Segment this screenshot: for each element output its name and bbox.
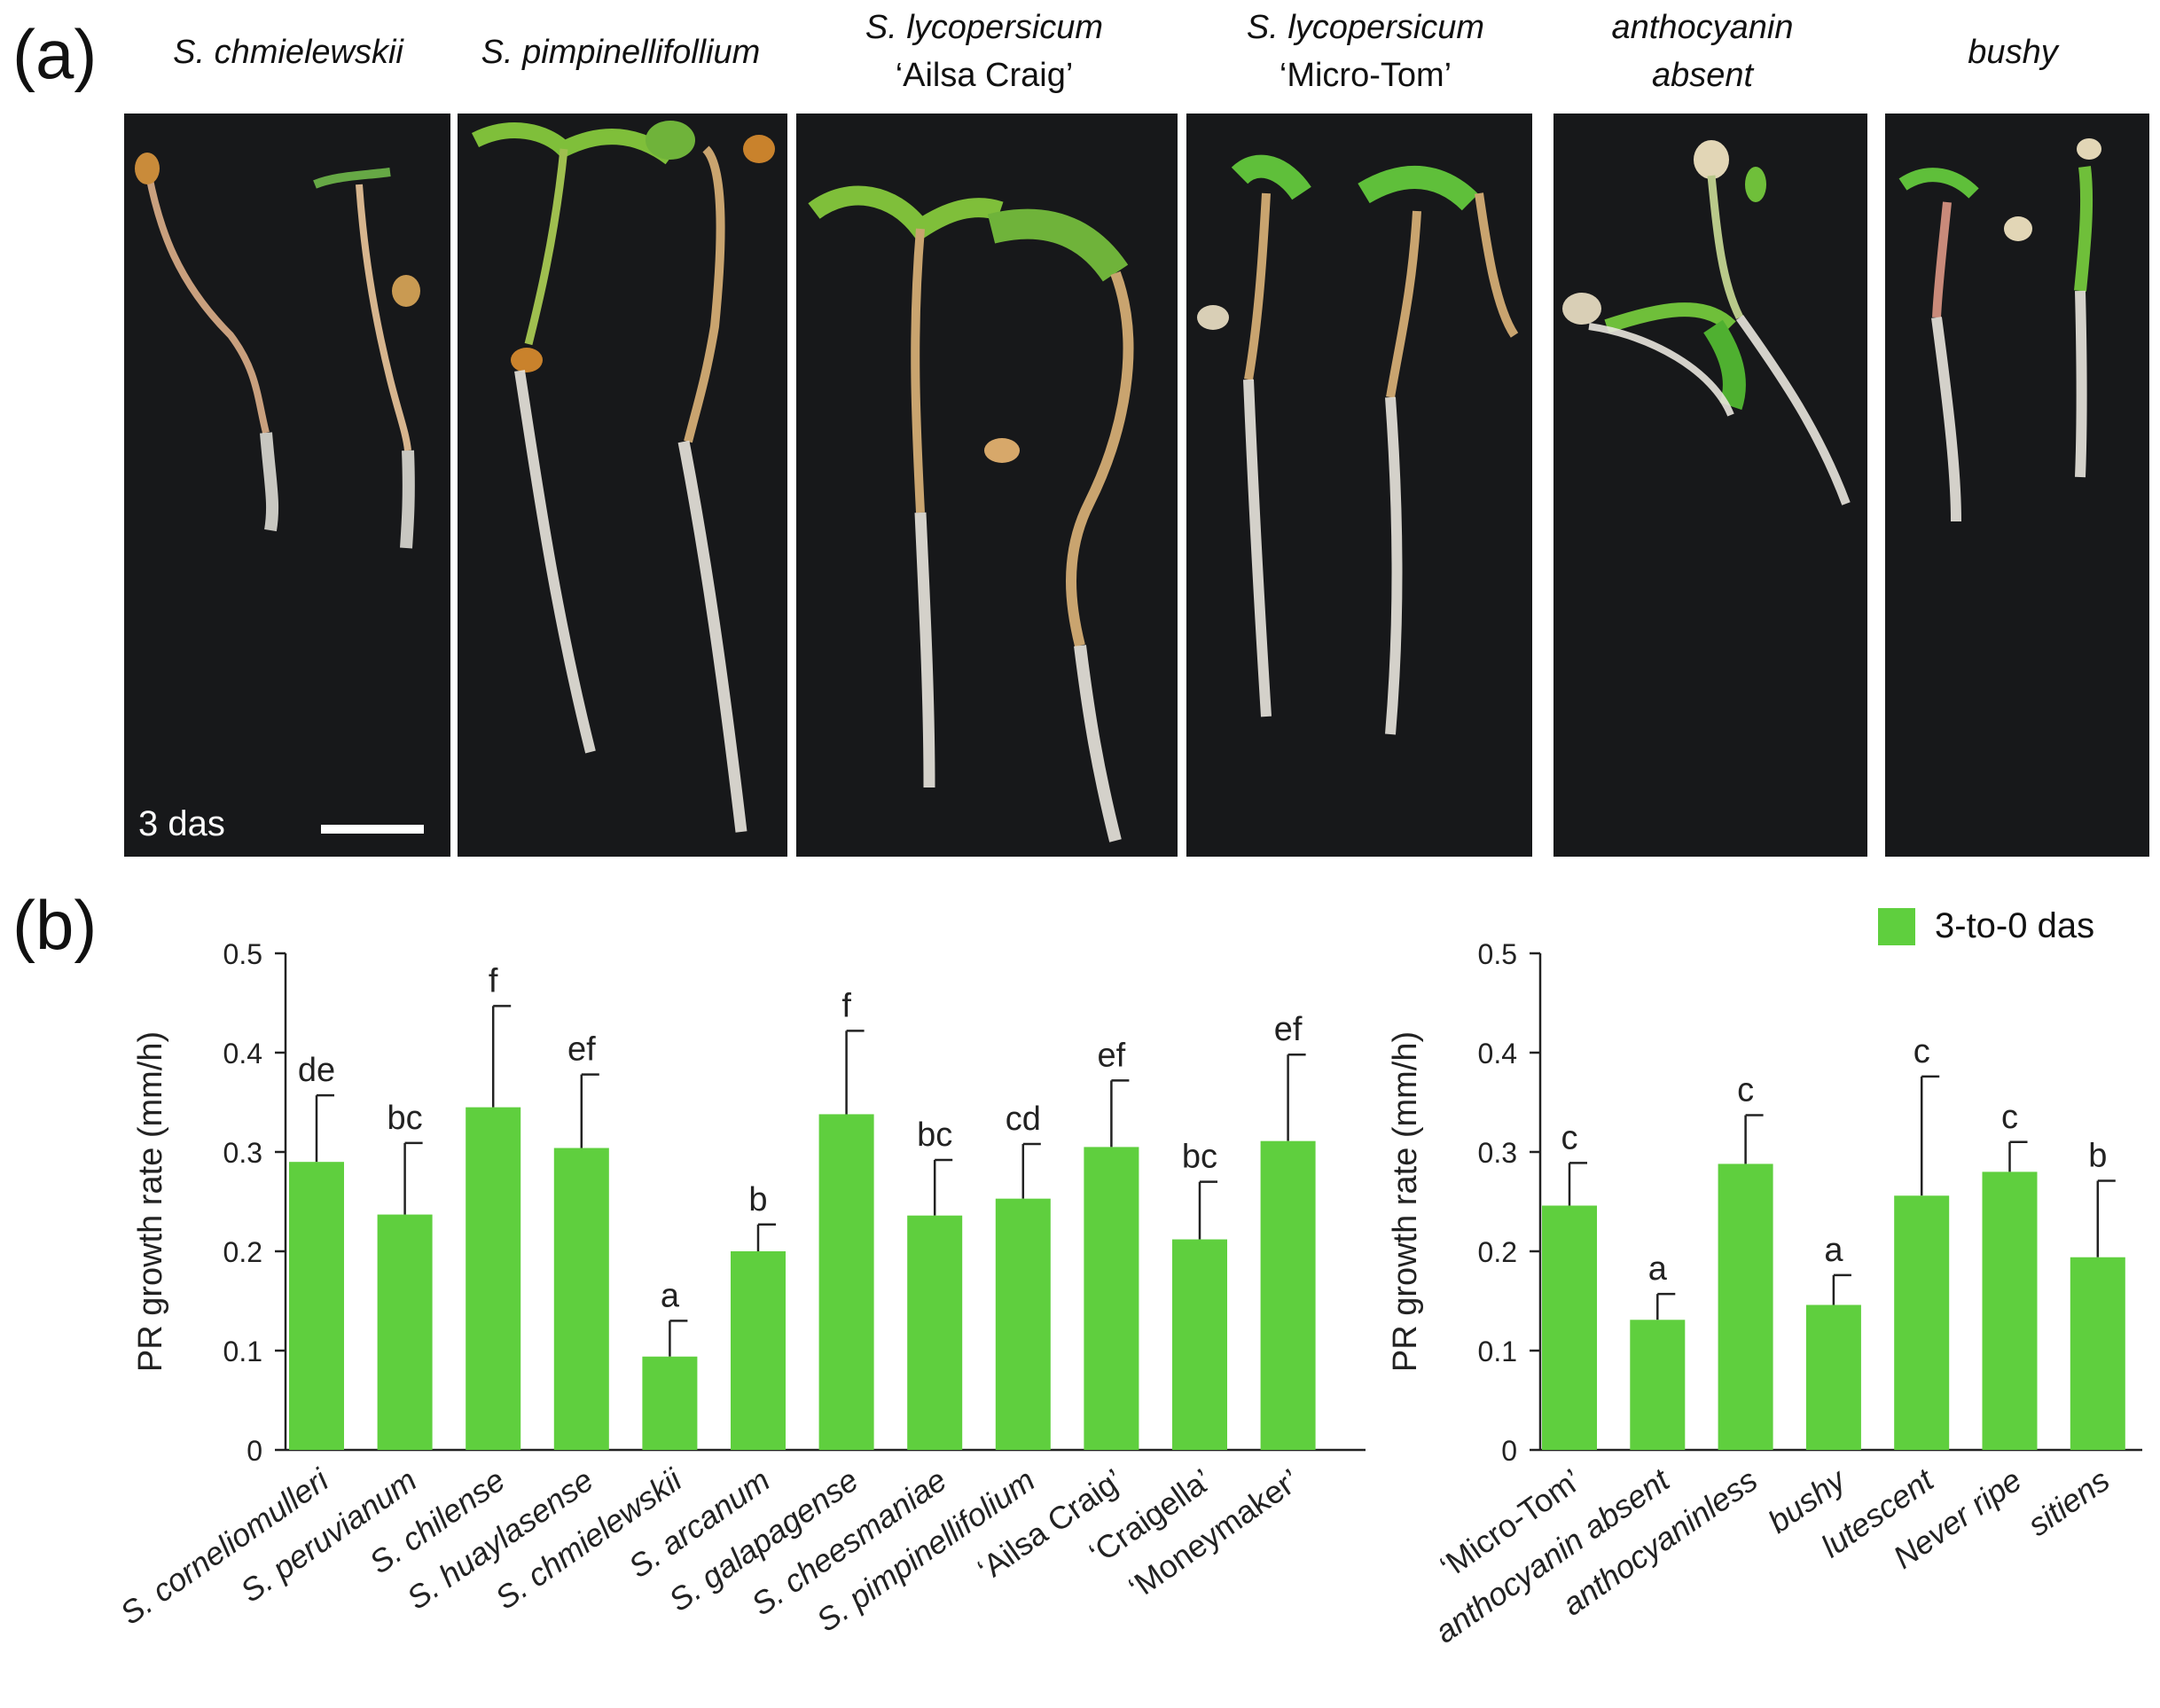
x-tick-label: sitiens [2021,1461,2116,1543]
photo-anthocyanin-absent [1553,114,1867,857]
seedling-image [471,121,775,833]
y-tick-label: 0.5 [1478,938,1517,970]
legend-label: 3-to-0 das [1935,906,2095,945]
photo-title-anthocyanin-absent: anthocyanin absent [1611,9,1794,94]
bar [995,1198,1051,1450]
y-axis-label: PR growth rate (mm/h) [132,1031,169,1372]
significance-letter: ef [1098,1037,1126,1074]
bar [907,1215,963,1450]
significance-letter: de [298,1052,335,1089]
y-tick-label: 0.4 [1478,1038,1517,1069]
bar [466,1107,521,1450]
bar [731,1251,786,1450]
photo-s-pimpinellifollium [458,114,787,857]
photo-title-bushy: bushy [1968,34,2058,71]
significance-letter: bc [1182,1139,1217,1176]
seedling-image [1562,140,1851,505]
y-tick-label: 0.3 [223,1137,262,1169]
days-label: 3 das [138,804,225,843]
significance-letter: c [1913,1033,1930,1070]
y-axis-label: PR growth rate (mm/h) [1387,1031,1424,1372]
y-tick-label: 0 [247,1435,262,1467]
significance-letter: f [841,987,851,1024]
y-tick-label: 0.2 [223,1236,262,1268]
photo-title-ailsa-craig: S. lycopersicum ‘Ailsa Craig’ [865,9,1104,94]
bar [2070,1257,2125,1450]
panel-a-label: (a) [12,15,98,93]
seedling-image [808,185,1134,842]
chart-legend: 3-to-0 das [1878,906,2094,946]
bar [642,1356,698,1450]
significance-letter: a [661,1277,680,1314]
bar [377,1214,433,1450]
significance-letter: ef [1274,1011,1303,1048]
y-tick-label: 0.2 [1478,1236,1517,1268]
bar [1084,1147,1139,1450]
photo-title-micro-tom: S. lycopersicum ‘Micro-Tom’ [1246,9,1485,94]
bar [1982,1171,2038,1450]
significance-letter: bc [387,1100,423,1137]
photo-s-chmielewskii: 3 das [124,114,450,857]
bar [289,1162,344,1450]
y-tick-label: 0.1 [1478,1336,1517,1367]
significance-letter: ef [567,1031,596,1069]
photo-bushy [1885,114,2149,857]
significance-letter: c [2001,1099,2018,1136]
significance-letter: b [2088,1137,2107,1174]
photo-title-s-pimpinellifollium: S. pimpinellifollium [481,34,761,71]
significance-letter: c [1737,1072,1754,1109]
photo-ailsa-craig [796,114,1178,857]
bar [1894,1195,1950,1450]
y-tick-label: 0.1 [223,1336,262,1367]
photo-title-s-chmielewskii: S. chmielewskii [173,34,403,71]
bar [1630,1320,1686,1450]
significance-letter: bc [917,1116,952,1154]
significance-letter: c [1561,1119,1578,1156]
y-tick-label: 0 [1501,1435,1517,1467]
significance-letter: a [1824,1232,1843,1269]
y-tick-label: 0.4 [223,1038,262,1069]
significance-letter: cd [1006,1101,1041,1138]
bar [1718,1163,1773,1450]
photo-micro-tom [1186,114,1532,857]
significance-letter: a [1648,1250,1668,1288]
legend-swatch [1878,907,1915,945]
panel-b-label: (b) [12,886,98,964]
bar [1260,1140,1316,1450]
bar [1542,1205,1597,1450]
bar [1805,1305,1861,1450]
scale-bar [321,825,424,834]
seedling-image [1898,138,2101,522]
y-tick-label: 0.5 [223,938,262,970]
seedling-image [135,153,420,549]
bar [818,1114,874,1450]
y-tick-label: 0.3 [1478,1137,1517,1169]
significance-letter: f [489,962,498,999]
seedling-image [1197,154,1519,735]
significance-letter: b [748,1181,767,1218]
bar [553,1148,609,1450]
bar [1172,1239,1227,1450]
